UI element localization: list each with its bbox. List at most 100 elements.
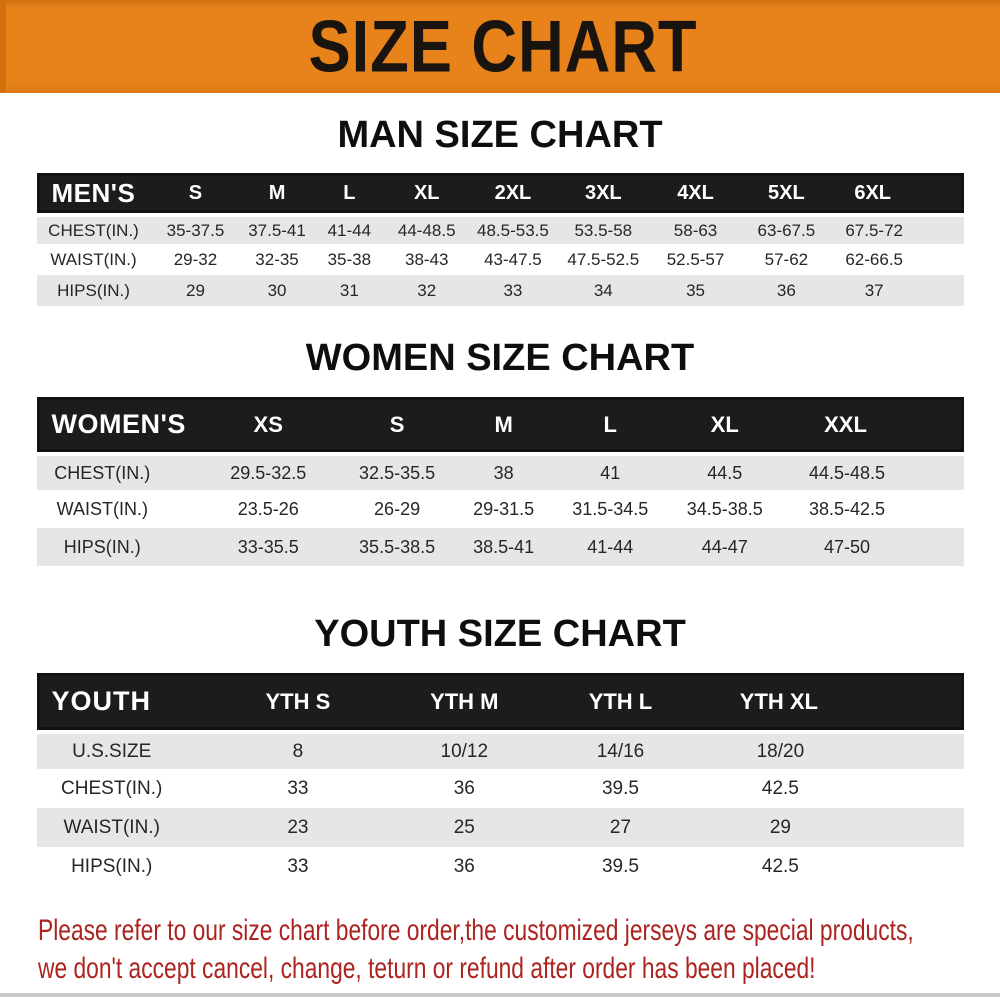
- size-value-cell: 33-35.5: [194, 528, 343, 566]
- youth-section-title: YOUTH SIZE CHART: [314, 613, 686, 655]
- youth-size-table: YOUTH YTH S YTH M YTH L YTH XL U.S.SIZE 8 10/12…: [36, 673, 964, 886]
- size-value-cell: 36: [741, 275, 831, 306]
- row-label: CHEST(IN.): [36, 213, 151, 244]
- table-row: U.S.SIZE 8 10/12 14/16 18/20: [36, 730, 964, 769]
- size-value-cell: 41-44: [555, 528, 665, 566]
- size-value-cell: 48.5-53.5: [468, 213, 558, 244]
- size-value-cell: 44.5-48.5: [784, 452, 964, 490]
- women-size-table: WOMEN'S XS S M L XL XXL CHEST(IN.) 29.5-32.5 32.5…: [36, 397, 964, 566]
- size-value-cell: 27: [541, 808, 700, 847]
- women-section-title: WOMEN SIZE CHART: [305, 337, 695, 379]
- size-value-cell: 36: [453, 855, 475, 877]
- row-label: CHEST(IN.): [61, 777, 163, 799]
- size-value-cell: 37: [830, 275, 964, 306]
- men-size-column-header: 3XL: [557, 173, 650, 213]
- size-value-cell: 41: [555, 452, 665, 490]
- size-value-cell: 31: [313, 275, 386, 306]
- women-size-column-header: XL: [664, 397, 785, 452]
- youth-size-column-header: YTH M: [386, 673, 542, 730]
- table-row: HIPS(IN.) 33-35.5 35.5-38.5 38.5-41 41-44 44-…: [36, 528, 964, 566]
- size-value-cell: 29.5-32.5: [194, 452, 343, 490]
- table-row: WAIST(IN.) 23.5-26 26-29 29-31.5 31.5-34.5 34…: [37, 490, 964, 528]
- table-row: HIPS(IN.) 29 30 31 32 33 34 35 36 37: [36, 275, 964, 306]
- size-value-cell: 62-66.5: [845, 249, 904, 269]
- order-notice: Please refer to our size chart before or…: [38, 912, 1000, 988]
- size-value-cell: 38: [451, 452, 556, 490]
- size-value-cell: 47-50: [784, 528, 964, 566]
- table-row: WAIST(IN.) 29-32 32-35 35-38 38-43 43-47.5 47.…: [37, 244, 964, 275]
- men-size-column-header: L: [313, 173, 386, 213]
- size-chart-banner: SIZE CHART: [0, 0, 1000, 93]
- size-value-cell: 38.5-41: [451, 528, 556, 566]
- size-value-cell: 39.5: [601, 855, 639, 877]
- youth-size-column-header: YTH S: [208, 673, 387, 730]
- size-value-cell: 29-32: [173, 249, 218, 269]
- size-value-cell: 52.5-57: [666, 249, 725, 269]
- size-value-cell: 33: [468, 275, 558, 306]
- size-value-cell: 35-37.5: [150, 213, 241, 244]
- men-corner-label: MEN'S: [36, 173, 151, 213]
- size-value-cell: 41-44: [313, 213, 386, 244]
- size-value-cell: 38-43: [404, 249, 449, 269]
- men-size-table: MEN'S S M L XL 2XL 3XL 4XL 5XL 6XL CHEST(IN.) 35-37…: [36, 173, 964, 306]
- women-size-column-header: M: [451, 397, 556, 452]
- men-size-column-header: 2XL: [468, 173, 558, 213]
- size-value-cell: 29-31.5: [473, 498, 535, 519]
- row-label: WAIST(IN.): [56, 498, 148, 519]
- row-label: WAIST(IN.): [36, 808, 209, 847]
- youth-size-column-header: YTH XL: [699, 673, 964, 730]
- size-value-cell: 33: [287, 777, 309, 799]
- women-size-column-header: XS: [194, 397, 343, 452]
- size-value-cell: 63-67.5: [741, 213, 831, 244]
- women-size-column-header: XXL: [784, 397, 964, 452]
- youth-size-column-header: YTH L: [541, 673, 700, 730]
- table-row: WAIST(IN.) 23 25 27 29: [36, 808, 964, 847]
- table-row: CHEST(IN.) 35-37.5 37.5-41 41-44 44-48.5 48.5…: [36, 213, 964, 244]
- row-label: CHEST(IN.): [36, 452, 195, 490]
- size-value-cell: 67.5-72: [830, 213, 964, 244]
- size-value-cell: 33: [287, 855, 309, 877]
- youth-header-row: YOUTH YTH S YTH M YTH L YTH XL: [36, 673, 964, 730]
- size-value-cell: 39.5: [601, 777, 639, 799]
- size-value-cell: 44-48.5: [385, 213, 469, 244]
- size-value-cell: 29: [150, 275, 241, 306]
- size-value-cell: 30: [240, 275, 314, 306]
- size-value-cell: 25: [386, 808, 542, 847]
- size-value-cell: 35.5-38.5: [342, 528, 452, 566]
- men-size-column-header: 6XL: [830, 173, 964, 213]
- size-value-cell: 32: [385, 275, 469, 306]
- size-value-cell: 57-62: [764, 249, 809, 269]
- women-size-column-header: S: [342, 397, 452, 452]
- banner-title: SIZE CHART: [308, 5, 698, 88]
- size-value-cell: 42.5: [761, 777, 799, 799]
- row-label: HIPS(IN.): [71, 855, 153, 877]
- men-size-column-header: XL: [385, 173, 469, 213]
- size-value-cell: 35-38: [327, 249, 372, 269]
- size-value-cell: 26-29: [374, 498, 421, 519]
- size-value-cell: 32.5-35.5: [342, 452, 452, 490]
- size-value-cell: 29: [699, 808, 964, 847]
- youth-corner-label: YOUTH: [36, 673, 209, 730]
- women-header-row: WOMEN'S XS S M L XL XXL: [36, 397, 964, 452]
- size-value-cell: 53.5-58: [557, 213, 650, 244]
- size-value-cell: 58-63: [649, 213, 742, 244]
- size-value-cell: 31.5-34.5: [572, 498, 649, 519]
- order-notice-line-2: we don't accept cancel, change, teturn o…: [38, 952, 816, 985]
- table-row: CHEST(IN.) 33 36 39.5 42.5: [37, 769, 964, 808]
- size-value-cell: 8: [208, 730, 387, 769]
- size-value-cell: 47.5-52.5: [567, 249, 640, 269]
- table-row: HIPS(IN.) 33 36 39.5 42.5: [37, 847, 964, 886]
- size-value-cell: 34: [557, 275, 650, 306]
- size-value-cell: 44-47: [664, 528, 785, 566]
- size-value-cell: 34.5-38.5: [686, 498, 763, 519]
- men-size-column-header: S: [150, 173, 241, 213]
- size-value-cell: 38.5-42.5: [808, 498, 886, 519]
- size-value-cell: 14/16: [541, 730, 700, 769]
- size-value-cell: 36: [453, 777, 475, 799]
- men-size-column-header: 5XL: [741, 173, 831, 213]
- size-value-cell: 44.5: [664, 452, 785, 490]
- size-value-cell: 18/20: [699, 730, 964, 769]
- size-value-cell: 10/12: [386, 730, 542, 769]
- order-notice-line-1: Please refer to our size chart before or…: [38, 914, 914, 947]
- men-section-title: MAN SIZE CHART: [337, 114, 663, 156]
